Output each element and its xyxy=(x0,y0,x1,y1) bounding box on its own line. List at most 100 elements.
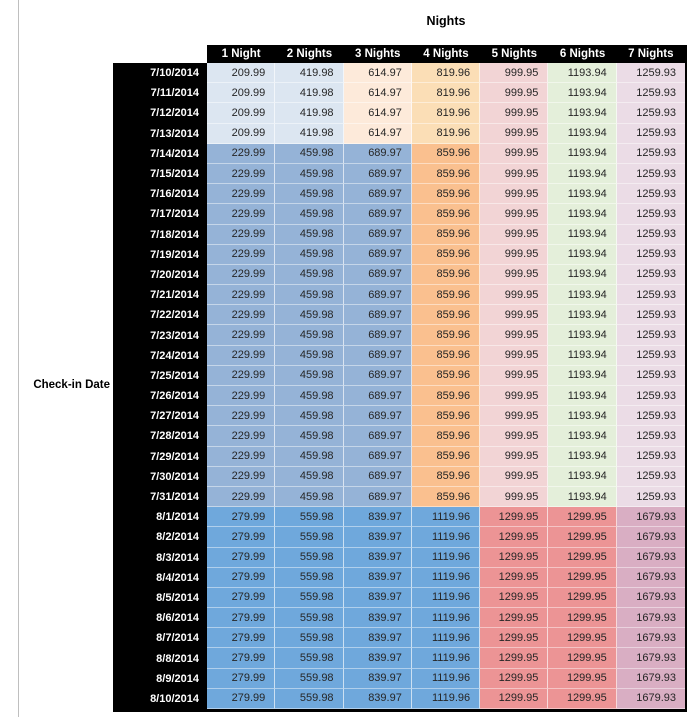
price-cell[interactable]: 1193.94 xyxy=(548,365,617,386)
price-cell[interactable]: 689.97 xyxy=(343,406,412,427)
price-cell[interactable]: 859.96 xyxy=(411,406,481,427)
price-cell[interactable]: 859.96 xyxy=(411,486,481,508)
price-cell[interactable]: 1119.96 xyxy=(411,527,481,548)
price-cell[interactable]: 559.98 xyxy=(275,688,344,709)
price-cell[interactable]: 999.95 xyxy=(480,184,549,205)
price-cell[interactable]: 459.98 xyxy=(275,204,344,225)
price-cell[interactable]: 1259.93 xyxy=(616,466,685,487)
price-cell[interactable]: 999.95 xyxy=(480,446,549,467)
price-cell[interactable]: 999.95 xyxy=(480,285,549,306)
price-cell[interactable]: 1259.93 xyxy=(616,386,685,407)
price-cell[interactable]: 459.98 xyxy=(275,244,344,265)
price-cell[interactable]: 1299.95 xyxy=(548,688,617,709)
price-cell[interactable]: 1193.94 xyxy=(548,466,617,487)
price-cell[interactable]: 279.99 xyxy=(207,567,276,588)
price-cell[interactable]: 459.98 xyxy=(275,426,344,447)
price-cell[interactable]: 859.96 xyxy=(411,224,481,245)
price-cell[interactable]: 559.98 xyxy=(275,628,344,649)
price-cell[interactable]: 999.95 xyxy=(480,143,549,164)
price-cell[interactable]: 1193.94 xyxy=(548,123,617,144)
price-cell[interactable]: 689.97 xyxy=(343,305,412,326)
price-cell[interactable]: 559.98 xyxy=(275,507,344,528)
price-cell[interactable]: 229.99 xyxy=(207,466,276,487)
price-cell[interactable]: 859.96 xyxy=(411,264,481,286)
price-cell[interactable]: 1299.95 xyxy=(548,608,617,629)
price-cell[interactable]: 999.95 xyxy=(480,123,549,144)
price-cell[interactable]: 999.95 xyxy=(480,63,549,84)
price-cell[interactable]: 279.99 xyxy=(207,507,276,528)
price-cell[interactable]: 1299.95 xyxy=(480,648,549,669)
row-date[interactable]: 7/14/2014 xyxy=(113,143,207,164)
price-cell[interactable]: 279.99 xyxy=(207,688,276,709)
price-cell[interactable]: 859.96 xyxy=(411,386,481,407)
price-cell[interactable]: 1299.95 xyxy=(480,668,549,689)
price-cell[interactable]: 1193.94 xyxy=(548,83,617,104)
price-cell[interactable]: 819.96 xyxy=(411,123,481,144)
price-cell[interactable]: 614.97 xyxy=(343,123,412,144)
price-cell[interactable]: 1299.95 xyxy=(548,668,617,689)
price-cell[interactable]: 999.95 xyxy=(480,426,549,447)
price-cell[interactable]: 1193.94 xyxy=(548,244,617,265)
price-cell[interactable]: 1299.95 xyxy=(548,527,617,548)
price-cell[interactable]: 1193.94 xyxy=(548,143,617,164)
price-cell[interactable]: 1259.93 xyxy=(616,446,685,467)
price-cell[interactable]: 839.97 xyxy=(343,567,412,588)
row-date[interactable]: 7/27/2014 xyxy=(113,406,207,427)
price-cell[interactable]: 999.95 xyxy=(480,365,549,386)
price-cell[interactable]: 1259.93 xyxy=(616,83,685,104)
price-cell[interactable]: 559.98 xyxy=(275,608,344,629)
price-cell[interactable]: 1193.94 xyxy=(548,446,617,467)
price-cell[interactable]: 209.99 xyxy=(207,63,276,84)
price-cell[interactable]: 279.99 xyxy=(207,608,276,629)
price-cell[interactable]: 1259.93 xyxy=(616,184,685,205)
price-cell[interactable]: 559.98 xyxy=(275,587,344,609)
price-cell[interactable]: 999.95 xyxy=(480,305,549,326)
price-cell[interactable]: 1679.93 xyxy=(616,587,685,609)
price-cell[interactable]: 1679.93 xyxy=(616,527,685,548)
price-cell[interactable]: 209.99 xyxy=(207,123,276,144)
price-cell[interactable]: 419.98 xyxy=(275,123,344,144)
price-cell[interactable]: 1679.93 xyxy=(616,688,685,709)
row-date[interactable]: 7/11/2014 xyxy=(113,83,207,104)
price-cell[interactable]: 689.97 xyxy=(343,244,412,265)
column-header-6-nights[interactable]: 6 Nights xyxy=(559,48,606,60)
price-cell[interactable]: 1259.93 xyxy=(616,103,685,124)
price-cell[interactable]: 1679.93 xyxy=(616,648,685,669)
price-cell[interactable]: 1259.93 xyxy=(616,426,685,447)
price-cell[interactable]: 1259.93 xyxy=(616,285,685,306)
price-cell[interactable]: 689.97 xyxy=(343,386,412,407)
price-cell[interactable]: 229.99 xyxy=(207,204,276,225)
row-date[interactable]: 7/20/2014 xyxy=(113,264,207,286)
row-date[interactable]: 7/10/2014 xyxy=(113,63,207,84)
row-date[interactable]: 7/25/2014 xyxy=(113,365,207,386)
price-cell[interactable]: 229.99 xyxy=(207,365,276,386)
row-date[interactable]: 8/9/2014 xyxy=(113,668,207,689)
price-cell[interactable]: 229.99 xyxy=(207,143,276,164)
price-cell[interactable]: 614.97 xyxy=(343,63,412,84)
price-cell[interactable]: 1299.95 xyxy=(480,688,549,709)
price-cell[interactable]: 229.99 xyxy=(207,325,276,346)
price-cell[interactable]: 1119.96 xyxy=(411,688,481,709)
price-cell[interactable]: 459.98 xyxy=(275,305,344,326)
price-cell[interactable]: 209.99 xyxy=(207,103,276,124)
row-date[interactable]: 7/31/2014 xyxy=(113,486,207,508)
price-cell[interactable]: 689.97 xyxy=(343,143,412,164)
price-cell[interactable]: 1193.94 xyxy=(548,204,617,225)
price-cell[interactable]: 1193.94 xyxy=(548,63,617,84)
price-cell[interactable]: 1299.95 xyxy=(480,527,549,548)
row-date[interactable]: 7/29/2014 xyxy=(113,446,207,467)
price-cell[interactable]: 1259.93 xyxy=(616,244,685,265)
price-cell[interactable]: 999.95 xyxy=(480,224,549,245)
price-cell[interactable]: 859.96 xyxy=(411,143,481,164)
price-cell[interactable]: 1193.94 xyxy=(548,163,617,185)
price-cell[interactable]: 1299.95 xyxy=(480,567,549,588)
price-cell[interactable]: 859.96 xyxy=(411,244,481,265)
price-cell[interactable]: 1259.93 xyxy=(616,406,685,427)
row-date[interactable]: 8/3/2014 xyxy=(113,547,207,568)
price-cell[interactable]: 689.97 xyxy=(343,285,412,306)
price-cell[interactable]: 459.98 xyxy=(275,386,344,407)
price-cell[interactable]: 1679.93 xyxy=(616,628,685,649)
price-cell[interactable]: 1193.94 xyxy=(548,103,617,124)
column-header-1-night[interactable]: 1 Night xyxy=(221,48,261,60)
price-cell[interactable]: 839.97 xyxy=(343,648,412,669)
